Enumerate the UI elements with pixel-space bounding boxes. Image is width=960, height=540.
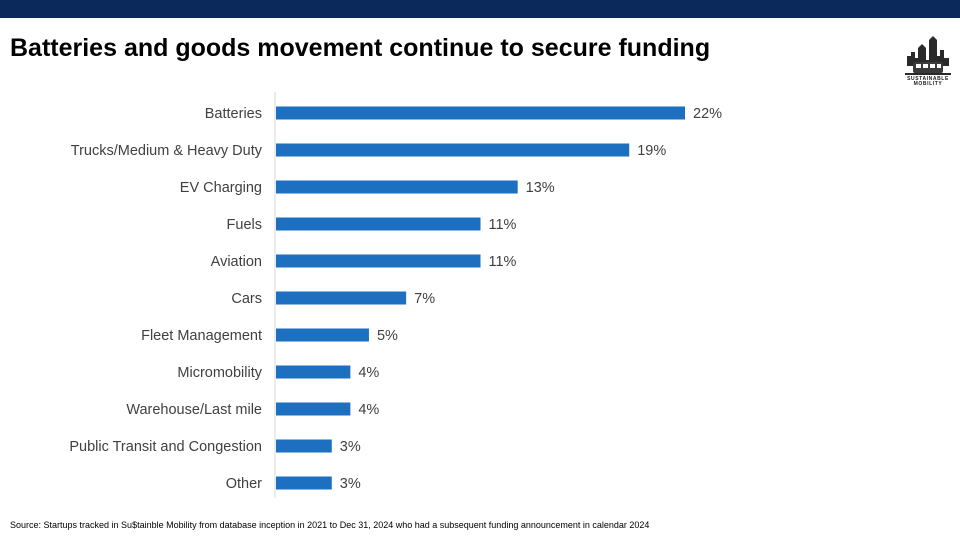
bar (276, 476, 332, 490)
category-label: Fuels (227, 217, 262, 233)
data-label: 5% (377, 328, 398, 344)
data-label: 4% (358, 365, 379, 381)
data-label: 11% (489, 254, 517, 270)
bar (276, 180, 518, 194)
category-label: Cars (231, 291, 262, 307)
data-label: 3% (340, 476, 361, 492)
bar (276, 291, 407, 305)
data-label: 22% (693, 106, 722, 122)
bar (276, 439, 332, 453)
category-label: Warehouse/Last mile (126, 402, 262, 418)
data-label: 3% (340, 439, 361, 455)
skyline-tram-logo-icon (903, 26, 953, 88)
bar (276, 106, 685, 120)
category-label: EV Charging (180, 180, 262, 196)
data-label: 11% (489, 217, 517, 233)
bar (276, 254, 481, 268)
bar (276, 328, 369, 342)
category-label: Fleet Management (141, 328, 262, 344)
top-banner-bar (0, 0, 960, 18)
page-title: Batteries and goods movement continue to… (10, 34, 711, 62)
data-label: 7% (414, 291, 435, 307)
category-label: Other (226, 476, 262, 492)
bar (276, 143, 630, 157)
category-label: Public Transit and Congestion (69, 439, 262, 455)
bar (276, 217, 481, 231)
source-note: Source: Startups tracked in Su$tainble M… (10, 520, 650, 530)
logo-caption: SUSTAINABLE MOBILITY (907, 76, 949, 87)
category-label: Micromobility (177, 365, 262, 381)
data-label: 13% (526, 180, 555, 196)
funding-bar-chart: Batteries 22% Trucks/Medium & Heavy Duty 19… (69, 92, 722, 498)
category-label: Batteries (205, 106, 262, 122)
data-label: 19% (637, 143, 666, 159)
category-label: Aviation (211, 254, 262, 270)
data-label: 4% (358, 402, 379, 418)
bar (276, 402, 351, 416)
category-label: Trucks/Medium & Heavy Duty (71, 143, 263, 159)
bar (276, 365, 351, 379)
